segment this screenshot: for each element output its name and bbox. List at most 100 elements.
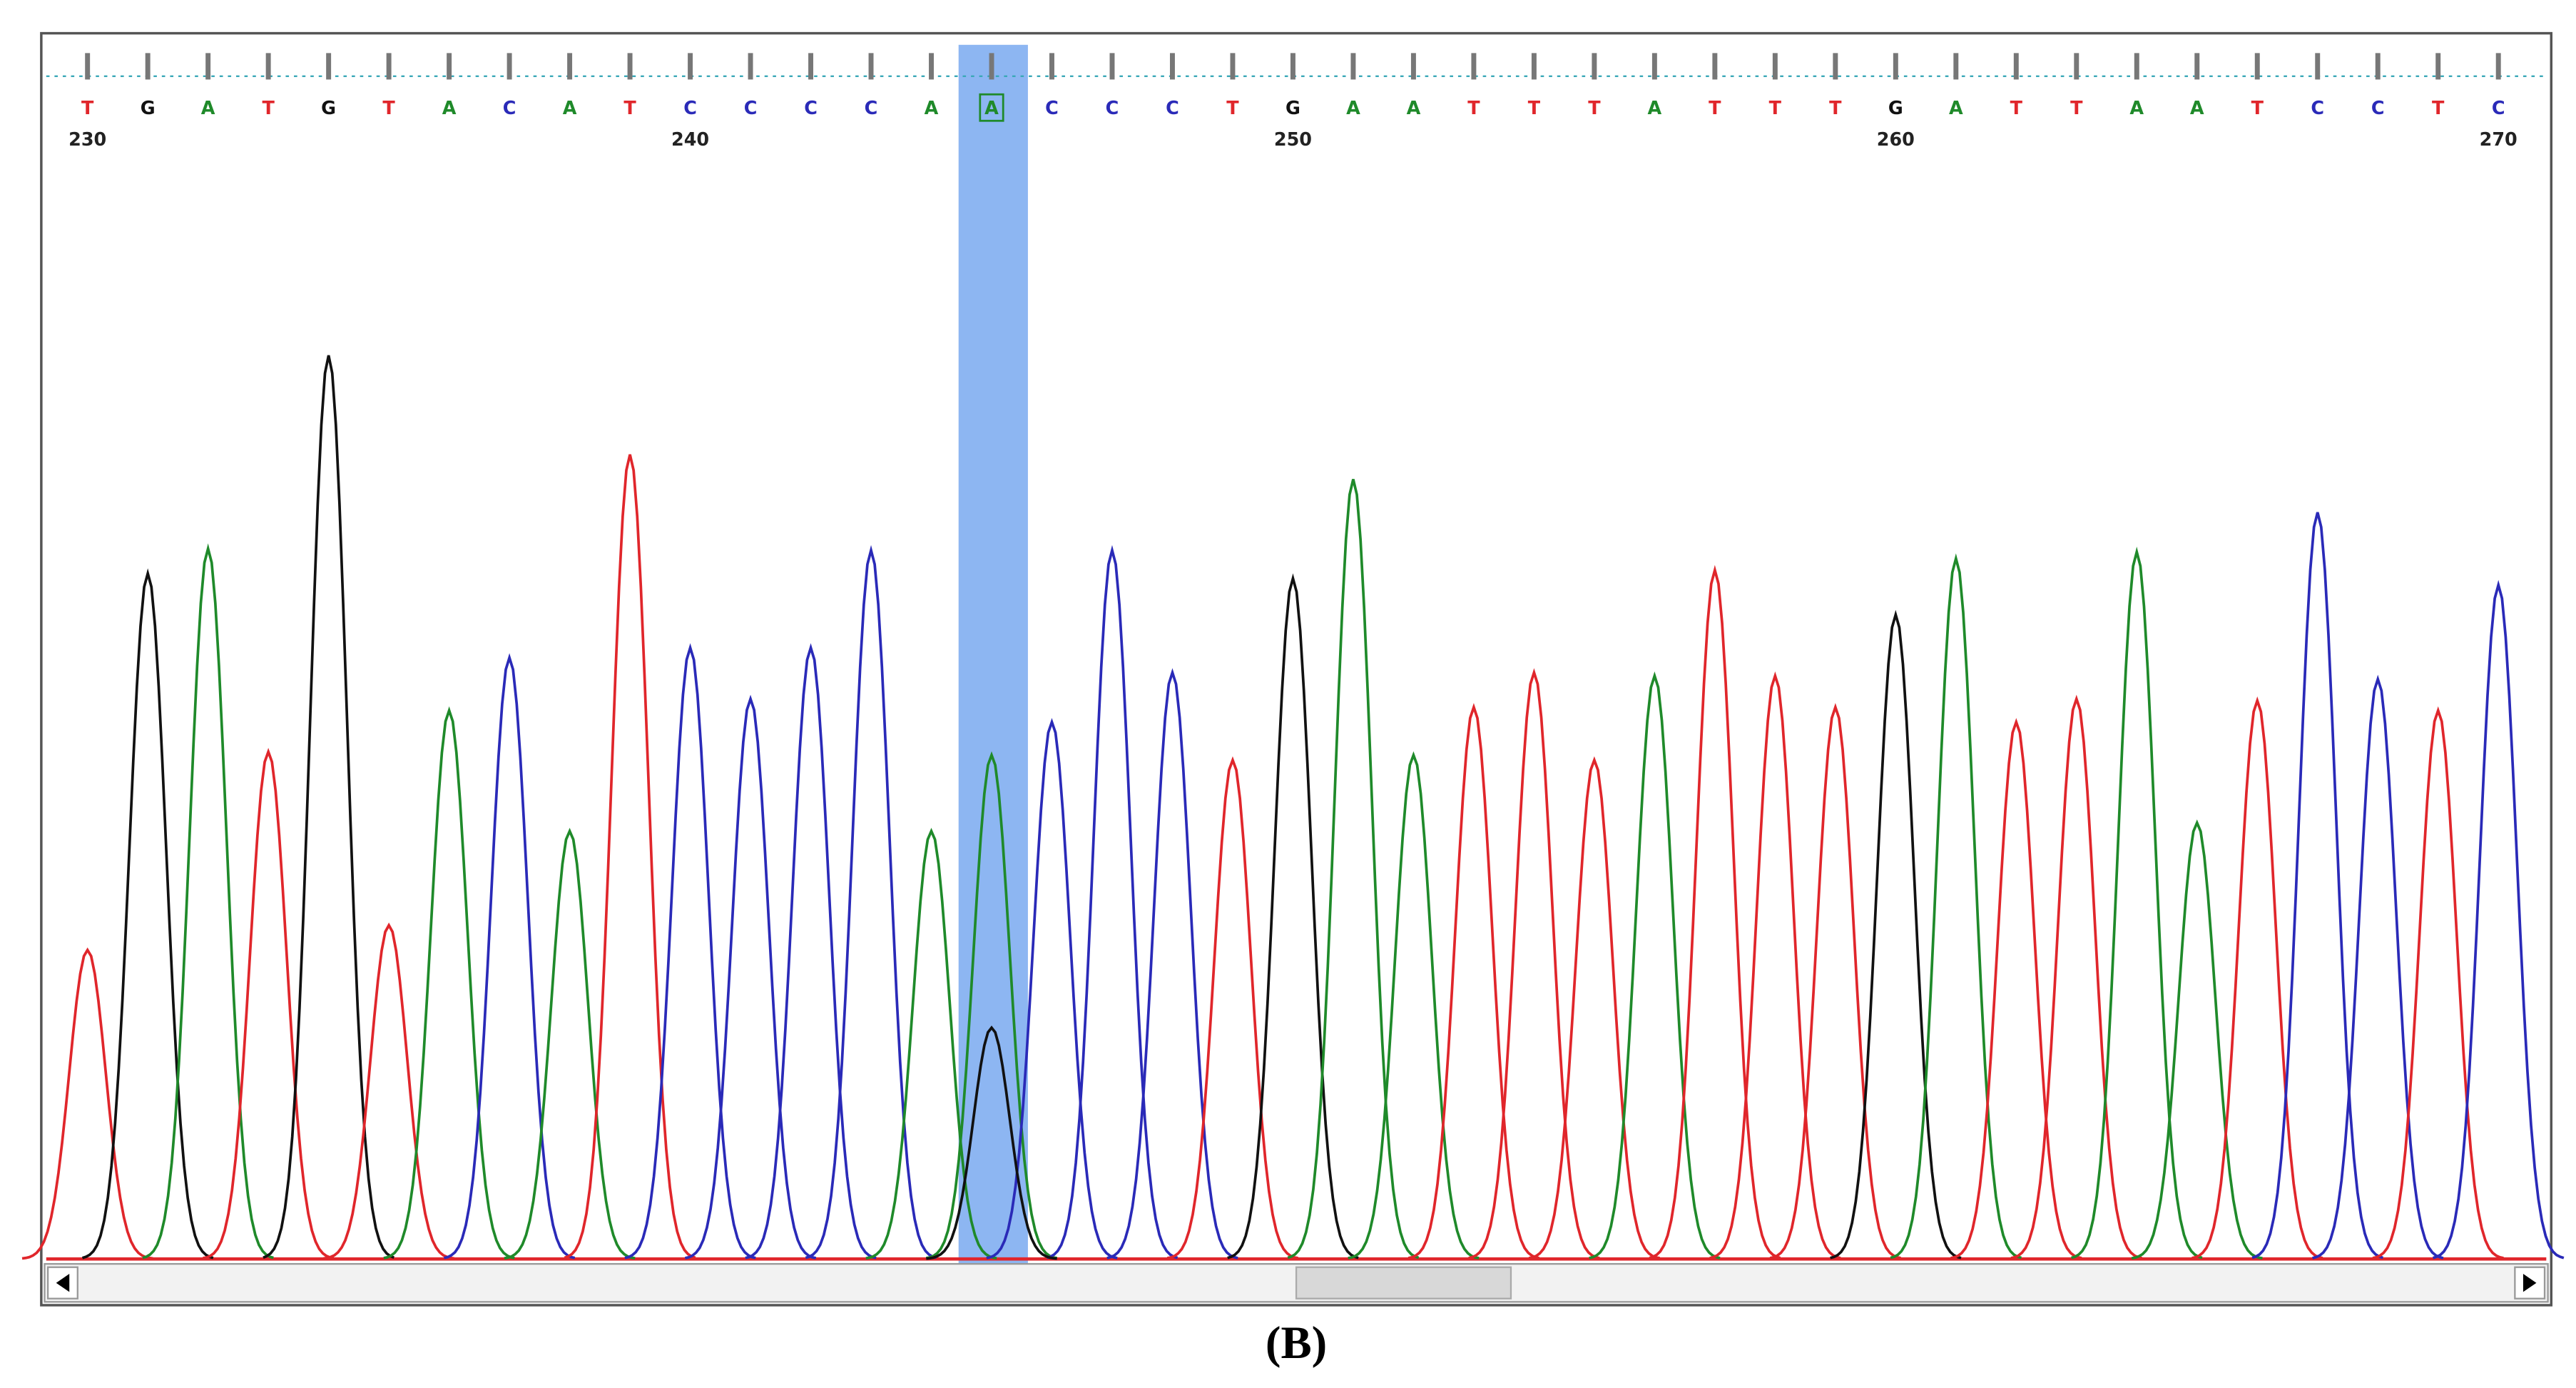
base-letter: A bbox=[1648, 98, 1662, 119]
peak bbox=[2191, 696, 2323, 1260]
peak bbox=[1227, 573, 1359, 1260]
base-letter: T bbox=[1588, 98, 1601, 119]
base-letter: A bbox=[442, 98, 457, 119]
peak bbox=[684, 694, 817, 1260]
peak bbox=[203, 748, 335, 1260]
traces bbox=[21, 355, 2565, 1260]
base-letter: T bbox=[1769, 98, 1782, 119]
base-letter: T bbox=[2070, 98, 2083, 119]
base-tick bbox=[1893, 53, 1898, 80]
base-tick bbox=[85, 53, 91, 80]
base-letter: C bbox=[2492, 98, 2505, 119]
scrollbar-thumb[interactable] bbox=[1295, 1266, 1512, 1300]
peak bbox=[2071, 547, 2203, 1260]
base-tick bbox=[1410, 53, 1416, 80]
peak bbox=[1106, 668, 1238, 1260]
position-label: 230 bbox=[68, 129, 106, 151]
base-tick bbox=[1953, 53, 1959, 80]
base-letter: T bbox=[262, 98, 275, 119]
base-letter: T bbox=[1528, 98, 1541, 119]
base-tick bbox=[1049, 53, 1054, 80]
peak bbox=[2312, 674, 2444, 1260]
peak bbox=[1589, 671, 1721, 1260]
base-tick bbox=[2254, 53, 2260, 80]
peak bbox=[1287, 479, 1420, 1260]
base-tick bbox=[2134, 53, 2139, 80]
caption: (B) bbox=[1266, 1317, 1327, 1369]
peak bbox=[323, 922, 455, 1260]
base-letter: C bbox=[744, 98, 758, 119]
peak bbox=[745, 643, 877, 1260]
peak bbox=[504, 827, 636, 1260]
base-tick bbox=[506, 53, 512, 80]
base-tick bbox=[567, 53, 573, 80]
peak bbox=[1649, 564, 1781, 1260]
peak bbox=[986, 718, 1118, 1260]
base-letter: T bbox=[2432, 98, 2445, 119]
peak bbox=[865, 827, 997, 1260]
peak bbox=[1468, 668, 1600, 1260]
base-tick bbox=[205, 53, 211, 80]
base-letter: T bbox=[1467, 98, 1480, 119]
position-label: 260 bbox=[1877, 129, 1915, 151]
base-letter: A bbox=[2190, 98, 2204, 119]
base-tick bbox=[929, 53, 934, 80]
base-letter: C bbox=[865, 98, 878, 119]
base-tick bbox=[1169, 53, 1175, 80]
base-tick bbox=[1471, 53, 1477, 80]
base-letter: T bbox=[1829, 98, 1842, 119]
base-tick bbox=[748, 53, 753, 80]
base-letter: T bbox=[382, 98, 395, 119]
base-tick bbox=[386, 53, 392, 80]
secondary-peak bbox=[926, 1025, 1057, 1260]
base-tick bbox=[265, 53, 271, 80]
peak bbox=[444, 653, 576, 1260]
base-letter: A bbox=[925, 98, 939, 119]
peak bbox=[1769, 703, 1901, 1260]
base-letter: C bbox=[683, 98, 697, 119]
peak bbox=[81, 568, 214, 1260]
base-letter: A bbox=[2129, 98, 2144, 119]
peak bbox=[1528, 756, 1660, 1260]
peak bbox=[21, 947, 153, 1260]
base-letter: C bbox=[1166, 98, 1179, 119]
base-letter: T bbox=[2251, 98, 2264, 119]
base-tick bbox=[2194, 53, 2200, 80]
base-letter: A bbox=[563, 98, 577, 119]
base-tick bbox=[326, 53, 332, 80]
base-letter: A bbox=[1949, 98, 1963, 119]
peak bbox=[1166, 756, 1298, 1260]
peak bbox=[1709, 671, 1841, 1260]
peak bbox=[1348, 751, 1480, 1260]
base-tick bbox=[2074, 53, 2079, 80]
base-letter: T bbox=[81, 98, 94, 119]
position-label: 250 bbox=[1274, 129, 1312, 151]
peak bbox=[2432, 579, 2565, 1260]
base-tick bbox=[1592, 53, 1597, 80]
base-tick bbox=[2495, 53, 2501, 80]
peak bbox=[1046, 544, 1178, 1260]
base-letter: A bbox=[1346, 98, 1360, 119]
peak bbox=[1830, 609, 1962, 1260]
base-tick bbox=[627, 53, 633, 80]
scroll-right-arrow bbox=[2522, 1273, 2537, 1292]
position-label: 270 bbox=[2480, 129, 2518, 151]
base-tick bbox=[1350, 53, 1356, 80]
base-tick bbox=[808, 53, 814, 80]
base-tick bbox=[1230, 53, 1236, 80]
base-tick bbox=[1290, 53, 1295, 80]
base-letter: G bbox=[1888, 98, 1903, 119]
base-tick bbox=[1833, 53, 1838, 80]
peak bbox=[926, 751, 1057, 1260]
base-tick bbox=[2435, 53, 2441, 80]
base-letter: T bbox=[2010, 98, 2023, 119]
peak bbox=[2010, 694, 2142, 1260]
base-letter: G bbox=[1286, 98, 1300, 119]
base-letter: A bbox=[201, 98, 215, 119]
base-letter: A bbox=[1407, 98, 1421, 119]
base-letter: T bbox=[623, 98, 636, 119]
base-letter: G bbox=[321, 98, 336, 119]
base-tick bbox=[2315, 53, 2321, 80]
